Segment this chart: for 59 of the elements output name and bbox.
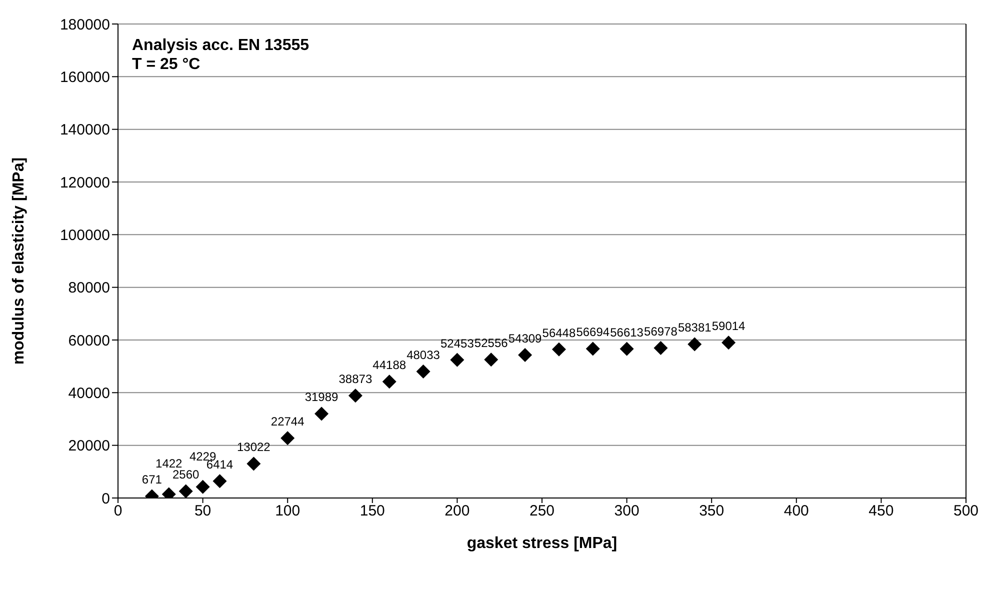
x-tick-label: 100: [275, 502, 300, 520]
point: [654, 340, 668, 355]
x-tick-label: 200: [444, 502, 470, 520]
y-tick-label: 40000: [68, 384, 110, 402]
x-tick-label: 350: [699, 502, 724, 520]
data-label: 13022: [236, 440, 271, 454]
y-tick-label: 160000: [60, 68, 110, 86]
y-tick-label: 180000: [60, 16, 110, 34]
data-label: 56978: [644, 324, 678, 338]
x-tick-label: 450: [868, 502, 894, 520]
point: [450, 352, 464, 367]
y-axis-title: modulus of elasticity [MPa]: [10, 157, 28, 365]
annotation: Analysis acc. EN 13555: [132, 36, 310, 55]
data-label: 31989: [304, 390, 339, 404]
data-label: 58381: [678, 320, 712, 335]
data-label: 671: [142, 472, 162, 487]
data-label: 52556: [474, 336, 508, 350]
y-tick-label: 100000: [60, 226, 110, 244]
point: [382, 374, 396, 389]
point: [586, 342, 600, 356]
point: [348, 388, 362, 403]
data-label: 54309: [508, 331, 542, 346]
x-tick-label: 250: [529, 502, 555, 520]
point: [280, 431, 295, 446]
point: [178, 484, 193, 498]
x-tick-label: 50: [194, 502, 212, 520]
x-tick-label: 500: [953, 502, 979, 520]
y-tick-label: 20000: [68, 438, 110, 455]
point: [484, 352, 498, 367]
data-label: 38873: [338, 372, 372, 386]
data-label: 56448: [542, 326, 576, 340]
point: [212, 474, 227, 488]
point: [416, 364, 430, 379]
point: [314, 406, 329, 421]
data-label: 56694: [576, 325, 610, 340]
x-axis-title: gasket stress [MPa]: [466, 535, 618, 552]
y-tick-label: 140000: [60, 122, 110, 139]
point: [196, 480, 210, 494]
point: [620, 342, 634, 356]
x-tick-label: 400: [784, 502, 809, 520]
x-tick-label: 150: [360, 502, 385, 520]
y-tick-label: 120000: [60, 174, 110, 192]
y-tick-label: 80000: [68, 280, 110, 297]
data-label: 56613: [610, 325, 644, 340]
point: [722, 336, 736, 350]
y-tick-label: 0: [102, 490, 110, 508]
point: [552, 342, 566, 356]
data-label: 48033: [406, 348, 440, 362]
point: [518, 348, 532, 362]
point: [688, 337, 702, 352]
x-tick-label: 0: [114, 502, 122, 520]
point: [246, 456, 261, 471]
data-label: 52453: [440, 336, 474, 350]
data-label: 22744: [270, 414, 305, 429]
x-tick-label: 300: [614, 502, 640, 520]
data-label: 44188: [372, 358, 406, 372]
data-label: 59014: [712, 319, 746, 334]
y-tick-label: 60000: [68, 332, 110, 350]
annotation: T = 25 °C: [132, 55, 202, 74]
